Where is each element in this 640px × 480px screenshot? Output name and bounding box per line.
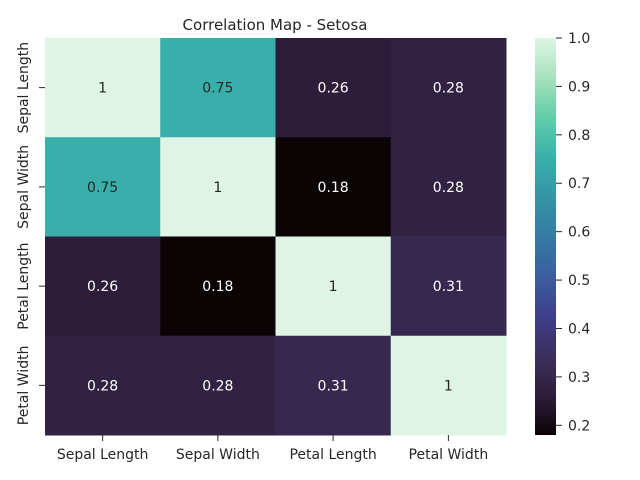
colorbar-axis: 0.2 0.3 0.4 0.5 0.6 0.7 0.8 0.9 1.0 [556, 31, 590, 434]
cell-annotation: 0.26 [318, 81, 349, 97]
heatmap-cells [45, 38, 507, 436]
heatmap-cell [160, 38, 276, 138]
colorbar-tick-label: 1.0 [568, 31, 590, 47]
cell-annotation: 1 [329, 279, 338, 295]
cell-annotation: 1 [444, 378, 453, 394]
heatmap-cell [45, 236, 161, 337]
heatmap-cell [390, 335, 507, 436]
y-tick-label: Petal Length [16, 242, 32, 329]
cell-annotation: 0.28 [433, 81, 464, 97]
cell-annotation: 0.28 [202, 378, 233, 394]
cell-annotation: 0.31 [318, 378, 349, 394]
heatmap-cell [390, 38, 507, 138]
colorbar-tick-label: 0.9 [568, 79, 590, 95]
heatmap-cell [275, 137, 392, 237]
x-tick-label: Sepal Width [176, 447, 260, 463]
cell-annotation: 0.75 [202, 81, 233, 97]
heatmap-cell [160, 137, 276, 237]
cell-annotation: 0.18 [318, 180, 349, 196]
colorbar [535, 38, 556, 435]
heatmap-cell [275, 335, 392, 436]
y-axis: Sepal Length Sepal Width Petal Length Petal… [16, 42, 45, 425]
heatmap-cell [45, 137, 161, 237]
colorbar-tick-label: 0.8 [568, 128, 590, 144]
heatmap-cell [160, 335, 276, 436]
cell-annotation: 0.31 [433, 279, 464, 295]
heatmap-cell [160, 236, 276, 337]
colorbar-tick-label: 0.3 [568, 370, 590, 386]
y-tick-label: Petal Width [16, 346, 32, 426]
heatmap-annotations: 1 0.75 0.26 0.28 0.75 1 0.18 0.28 0.26 0.18 1 0.31 0… [87, 81, 464, 395]
heatmap-cell [390, 236, 507, 337]
colorbar-tick-label: 0.7 [568, 176, 590, 192]
x-tick-label: Sepal Length [57, 447, 149, 463]
x-axis: Sepal Length Sepal Width Petal Length Petal… [57, 435, 488, 463]
heatmap-cell [275, 236, 392, 337]
colorbar-tick-label: 0.2 [568, 418, 590, 434]
x-tick-label: Petal Length [289, 447, 376, 463]
heatmap-cell [390, 137, 507, 237]
cell-annotation: 1 [213, 180, 222, 196]
colorbar-tick-label: 0.4 [568, 321, 590, 337]
cell-annotation: 0.26 [87, 279, 118, 295]
x-tick-label: Petal Width [409, 447, 489, 463]
cell-annotation: 0.18 [202, 279, 233, 295]
y-tick-label: Sepal Length [16, 42, 32, 134]
cell-annotation: 0.28 [87, 378, 118, 394]
heatmap-cell [45, 38, 161, 138]
cell-annotation: 0.28 [433, 180, 464, 196]
cell-annotation: 1 [98, 81, 107, 97]
colorbar-tick-label: 0.6 [568, 225, 590, 241]
heatmap-cell [275, 38, 392, 138]
cell-annotation: 0.75 [87, 180, 118, 196]
heatmap-cell [45, 335, 161, 436]
y-tick-label: Sepal Width [16, 145, 32, 229]
chart-title: Correlation Map - Setosa [183, 16, 368, 34]
colorbar-tick-label: 0.5 [568, 273, 590, 289]
